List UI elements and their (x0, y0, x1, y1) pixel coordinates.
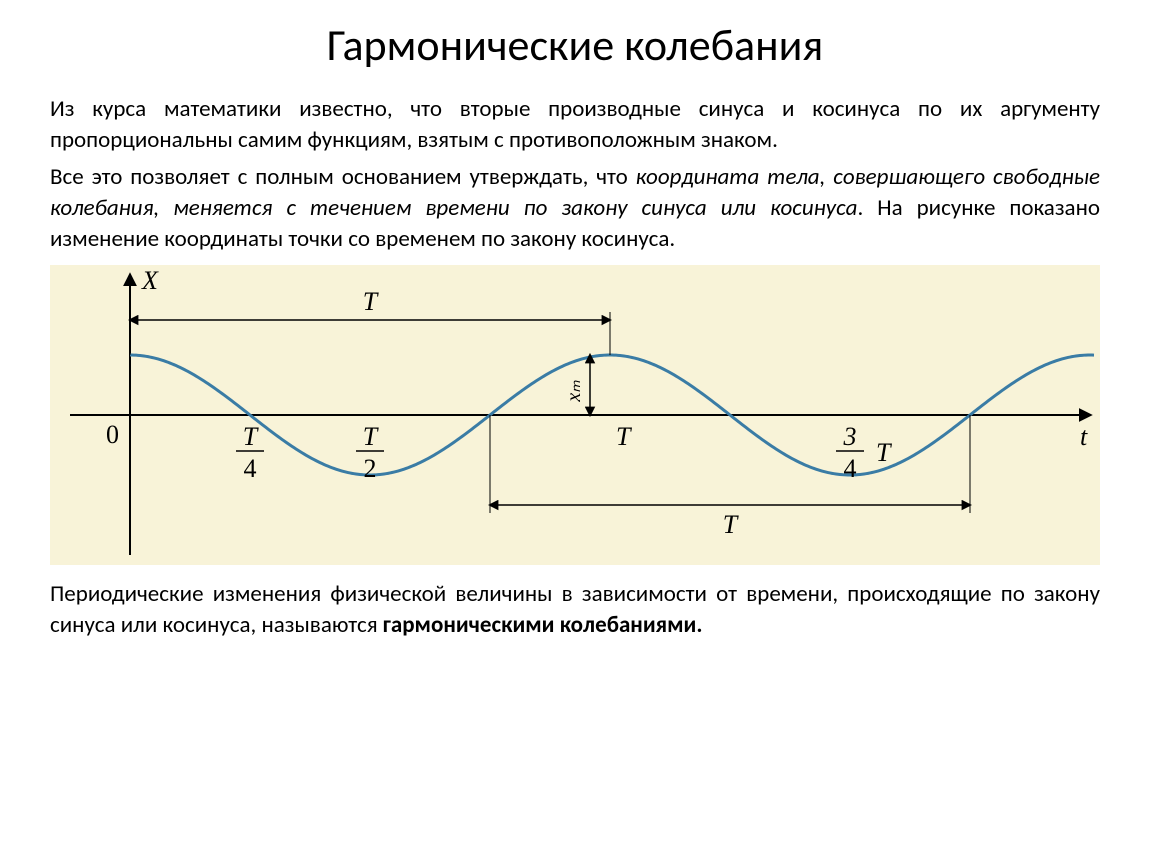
svg-text:X: X (141, 266, 159, 295)
svg-text:T: T (876, 438, 892, 467)
page-title: Гармонические колебания (50, 18, 1100, 72)
svg-text:4: 4 (244, 454, 257, 483)
paragraph-1a: Из курса математики известно, что вторые… (50, 94, 1100, 156)
svg-text:T: T (243, 422, 259, 451)
svg-text:t: t (1080, 422, 1088, 451)
harmonic-chart: Xt0T4T2T34TTTxₘ (50, 265, 1100, 565)
svg-text:T: T (616, 422, 632, 451)
svg-text:4: 4 (844, 454, 857, 483)
paragraph-1b: Все это позволяет с полным основанием ут… (50, 162, 1100, 255)
svg-text:T: T (363, 422, 379, 451)
p1b-lead: Все это позволяет с полным основанием ут… (50, 163, 636, 191)
p2-bold: гармоническими колебаниями. (383, 611, 703, 639)
svg-text:xₘ: xₘ (563, 380, 585, 403)
svg-text:T: T (723, 510, 739, 539)
svg-text:T: T (363, 287, 379, 316)
paragraph-2: Периодические изменения физической велич… (50, 579, 1100, 641)
svg-text:3: 3 (843, 422, 857, 451)
svg-text:2: 2 (364, 454, 377, 483)
svg-text:0: 0 (106, 420, 119, 449)
